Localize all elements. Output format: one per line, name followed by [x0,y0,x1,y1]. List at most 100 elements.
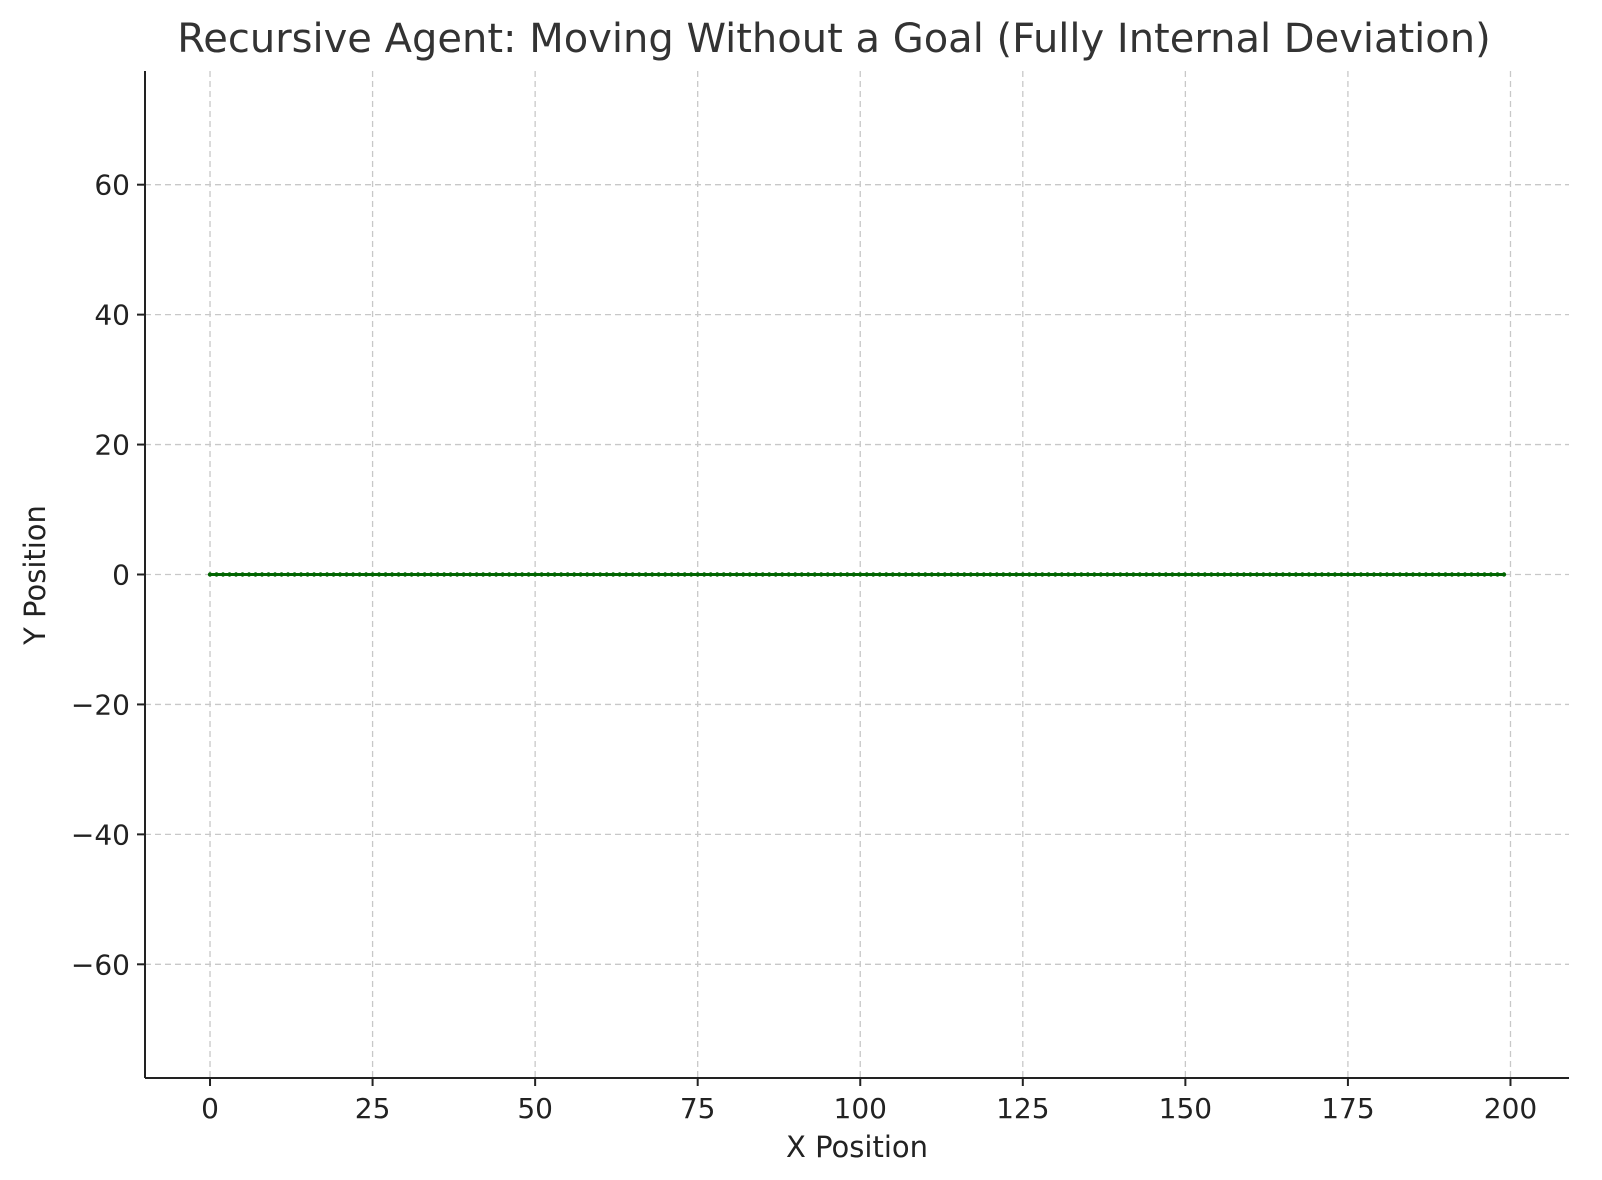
data-point [428,572,434,577]
data-point [519,572,525,577]
data-point [981,572,986,577]
data-point [1209,572,1214,577]
data-point [474,572,479,577]
data-point [539,572,544,577]
data-point [1020,572,1026,577]
data-point [448,572,453,577]
data-point [357,572,362,577]
data-point [513,572,518,577]
data-point [1358,572,1364,577]
data-point [1176,572,1182,577]
data-point [669,572,674,577]
data-point [240,572,245,577]
data-point [1293,572,1299,577]
data-point [233,572,239,577]
data-point [1215,572,1221,577]
data-point [1033,572,1039,577]
data-point [253,572,258,577]
data-point [1072,572,1078,577]
data-point [942,572,947,577]
data-point [1456,572,1461,577]
x-tick-label: 200 [1484,1092,1537,1125]
data-point [1189,572,1195,577]
data-point [506,572,512,577]
data-point [331,572,336,577]
data-point [1443,572,1448,577]
data-point [1261,572,1266,577]
data-point [1462,572,1468,577]
data-point [1488,572,1494,577]
data-point [1046,572,1052,577]
data-point [318,572,323,577]
data-point [662,572,668,577]
data-point [1339,572,1344,577]
data-point [402,572,408,577]
data-point [884,572,889,577]
data-point [422,572,427,577]
data-point [597,572,603,577]
data-point [623,572,629,577]
data-point [1163,572,1169,577]
data-point [292,572,297,577]
data-point [962,572,967,577]
data-point [760,572,765,577]
data-point [1137,572,1143,577]
data-point [1430,572,1435,577]
data-point [793,572,798,577]
data-point [715,572,720,577]
data-point [630,572,635,577]
data-point [415,572,421,577]
data-point [1105,572,1110,577]
data-point [1417,572,1422,577]
y-tick-label: −60 [71,948,130,981]
data-point [1196,572,1201,577]
data-point [929,572,934,577]
data-point [1001,572,1006,577]
data-point [890,572,895,577]
data-point [396,572,401,577]
data-point [1183,572,1188,577]
data-point [344,572,349,577]
data-point [571,572,577,577]
data-point [305,572,310,577]
data-point [1469,572,1474,577]
y-tick-label: 60 [94,169,130,202]
y-tick-label: −40 [71,818,130,851]
y-tick-label: −20 [71,688,130,721]
data-point [1235,572,1240,577]
data-point [968,572,973,577]
data-point [656,572,661,577]
data-point [1066,572,1071,577]
data-point [832,572,837,577]
y-tick-label: 20 [94,429,130,462]
data-point [936,572,941,577]
data-point [500,572,505,577]
data-point [1014,572,1019,577]
data-point [285,572,291,577]
data-point [1313,572,1318,577]
data-point [1027,572,1032,577]
data-point [1124,572,1130,577]
data-point [1144,572,1149,577]
data-point [1449,572,1455,577]
data-point [311,572,317,577]
data-point [1378,572,1383,577]
data-point [227,572,232,577]
data-point [1150,572,1156,577]
data-point [207,572,213,577]
data-point [721,572,726,577]
data-point [363,572,369,577]
data-point [279,572,284,577]
data-point [558,572,564,577]
data-point [1131,572,1136,577]
data-point [1274,572,1279,577]
data-point [1326,572,1331,577]
data-point [786,572,791,577]
x-tick-label: 50 [517,1092,553,1125]
data-point [702,572,707,577]
data-point [1059,572,1065,577]
data-point [1157,572,1162,577]
data-point [1319,572,1325,577]
data-point [1423,572,1429,577]
data-point [383,572,388,577]
